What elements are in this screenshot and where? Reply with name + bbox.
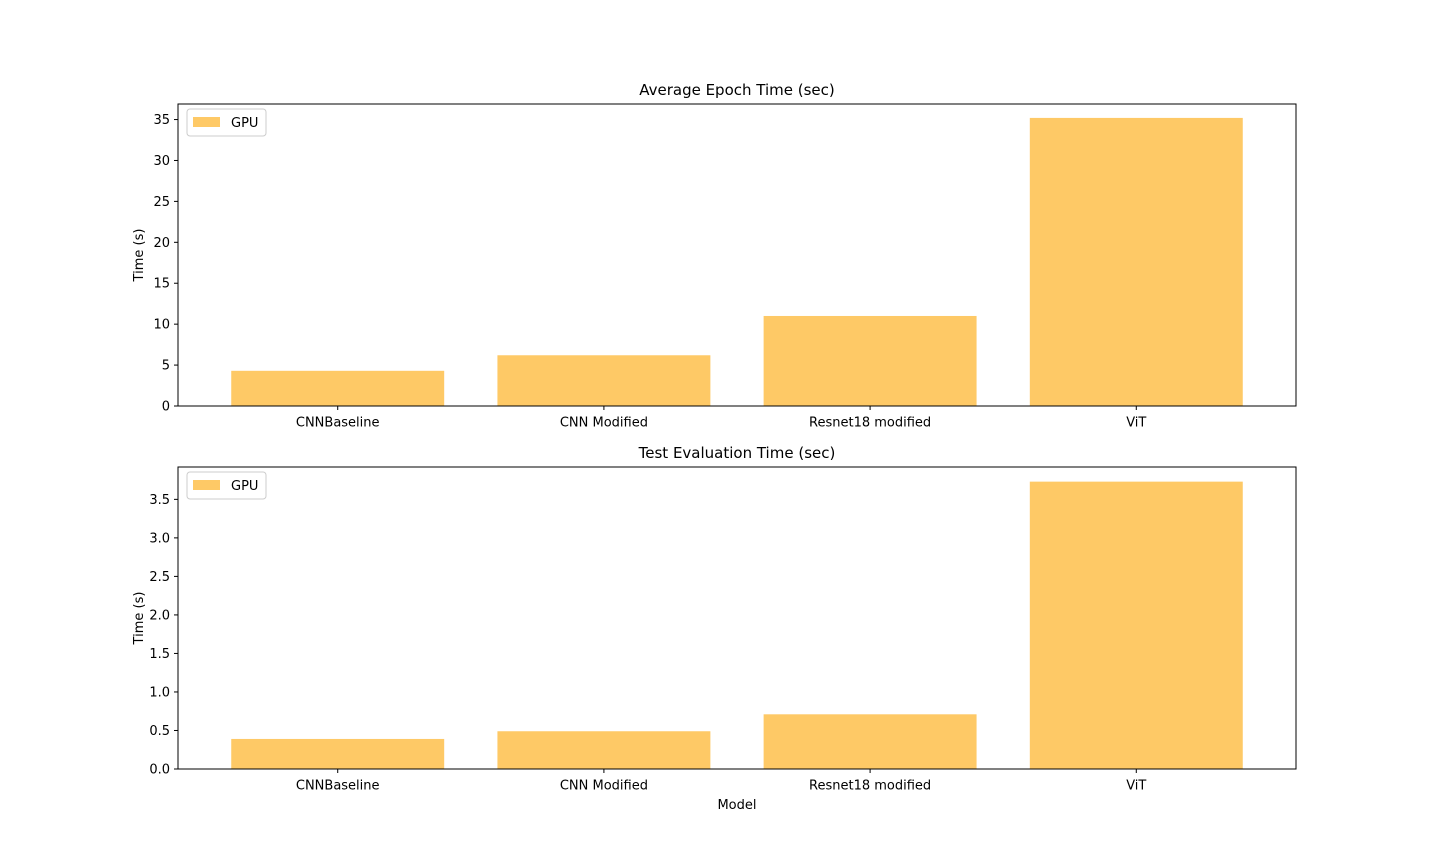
y-tick-label: 30 <box>153 154 170 169</box>
x-tick-label: ViT <box>1126 779 1146 794</box>
y-axis-label: Time (s) <box>132 592 147 646</box>
legend-swatch <box>193 117 220 127</box>
bar-vit <box>1029 117 1243 406</box>
y-tick-label: 2.0 <box>149 608 170 623</box>
legend-label: GPU <box>231 116 258 131</box>
x-tick-label: CNNBaseline <box>296 779 380 794</box>
y-tick-label: 5 <box>162 359 170 374</box>
x-tick-label: Resnet18 modified <box>809 779 931 794</box>
y-tick-label: 1.5 <box>149 647 170 662</box>
bar-resnet18-modified <box>763 315 977 406</box>
x-tick-label: ViT <box>1126 416 1146 431</box>
chart-2: 0.0 0.5 1.0 1.5 2.0 2.5 3.0 3.5 CNNBaseline CNN M… <box>132 444 1297 813</box>
legend-label: GPU <box>231 479 258 494</box>
y-tick-label: 10 <box>153 318 170 333</box>
bar-cnn-modified <box>497 355 711 406</box>
y-tick-label: 35 <box>153 113 170 128</box>
y-tick-label: 3.0 <box>149 531 170 546</box>
axes-frame <box>177 103 1297 407</box>
legend-box <box>186 471 267 500</box>
legend-box <box>186 108 267 137</box>
bar-cnn-modified <box>497 731 711 769</box>
legend: GPU <box>186 108 267 137</box>
y-tick-label: 0.5 <box>149 724 170 739</box>
bar-vit <box>1029 481 1243 769</box>
chart-title: Average Epoch Time (sec) <box>639 81 835 99</box>
y-tick-label: 1.0 <box>149 685 170 700</box>
y-tick-label: 20 <box>153 236 170 251</box>
x-tick-label: CNNBaseline <box>296 416 380 431</box>
x-tick-label: Resnet18 modified <box>809 416 931 431</box>
y-tick-label: 0.0 <box>149 763 170 778</box>
x-axis-label: Model <box>717 798 756 813</box>
y-tick-label: 0 <box>162 400 170 415</box>
legend-swatch <box>193 480 220 490</box>
x-tick-label: CNN Modified <box>560 416 648 431</box>
y-tick-label: 25 <box>153 195 170 210</box>
legend: GPU <box>186 471 267 500</box>
y-tick-label: 15 <box>153 277 170 292</box>
bar-cnnbaseline <box>231 738 445 769</box>
y-axis-label: Time (s) <box>132 229 147 283</box>
y-tick-label: 3.5 <box>149 493 170 508</box>
y-tick-label: 2.5 <box>149 570 170 585</box>
axes-frame <box>177 466 1297 770</box>
x-tick-label: CNN Modified <box>560 779 648 794</box>
chart-1: 0 5 10 15 20 25 30 35 CNNBaseline CNN Modified Res… <box>132 81 1297 431</box>
chart-title: Test Evaluation Time (sec) <box>638 444 836 462</box>
bar-cnnbaseline <box>231 370 445 406</box>
bar-resnet18-modified <box>763 714 977 769</box>
